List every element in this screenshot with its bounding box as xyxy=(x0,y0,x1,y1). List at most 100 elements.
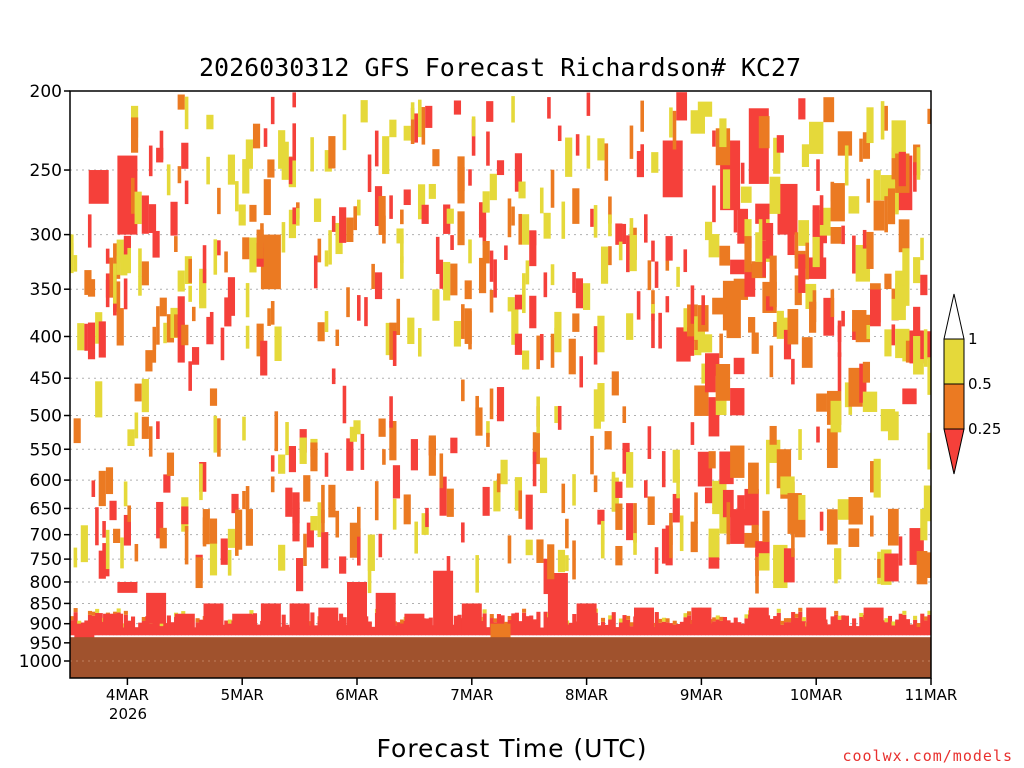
y-tick-label: 550 xyxy=(30,440,62,460)
heatmap-cell xyxy=(84,323,88,351)
heatmap-cell xyxy=(557,125,562,142)
heatmap-cell xyxy=(862,361,871,383)
heatmap-cell xyxy=(884,618,889,623)
heatmap-cell xyxy=(776,310,784,339)
heatmap-cell xyxy=(217,240,221,256)
heatmap-cell xyxy=(798,220,810,246)
heatmap-cell xyxy=(539,627,545,636)
heatmap-cell xyxy=(805,283,817,309)
heatmap-cell xyxy=(113,528,121,543)
heatmap-cell xyxy=(697,101,713,117)
heatmap-cell xyxy=(776,608,781,613)
heatmap-cell xyxy=(514,294,523,310)
x-tick-label: 5MAR xyxy=(221,686,264,704)
heatmap-cell xyxy=(575,134,580,156)
heatmap-cell xyxy=(511,96,515,123)
heatmap-cell xyxy=(249,204,257,222)
heatmap-cell xyxy=(331,368,336,385)
heatmap-cell xyxy=(593,326,598,365)
heatmap-cell xyxy=(852,618,857,636)
heatmap-cell xyxy=(145,616,150,636)
heatmap-cell xyxy=(177,270,185,292)
heatmap-cell xyxy=(98,613,103,636)
heatmap-cell xyxy=(634,607,654,634)
heatmap-cell xyxy=(288,446,297,473)
heatmap-cell xyxy=(224,251,228,273)
heatmap-cell xyxy=(798,429,802,460)
heatmap-cell xyxy=(547,97,551,119)
heatmap-cell xyxy=(274,326,282,362)
x-tick-label: 9MAR xyxy=(680,686,723,704)
heatmap-cell xyxy=(791,526,795,558)
heatmap-cell xyxy=(769,279,774,307)
heatmap-cell xyxy=(913,306,921,335)
heatmap-cell xyxy=(737,495,745,524)
heatmap-cell xyxy=(593,475,598,493)
heatmap-cell xyxy=(195,618,200,623)
heatmap-cell xyxy=(679,328,684,352)
heatmap-cell xyxy=(410,439,418,471)
x-tick-label: 8MAR xyxy=(565,686,608,704)
heatmap-cell xyxy=(134,627,139,636)
heatmap-cell xyxy=(267,159,275,178)
heatmap-cell xyxy=(177,296,185,325)
legend-swatch-above-1 xyxy=(943,293,965,340)
heatmap-cell xyxy=(590,208,594,227)
heatmap-cell xyxy=(260,340,268,376)
heatmap-cell xyxy=(694,492,698,524)
heatmap-cell xyxy=(923,552,931,578)
heatmap-cell xyxy=(88,170,109,204)
heatmap-cell xyxy=(281,614,286,636)
heatmap-cell xyxy=(884,329,892,357)
heatmap-cell xyxy=(801,617,806,622)
heatmap-cell xyxy=(608,196,612,224)
heatmap-cell xyxy=(708,397,720,437)
heatmap-cell xyxy=(600,539,605,555)
heatmap-cell xyxy=(647,426,652,459)
heatmap-cell xyxy=(884,105,888,131)
heatmap-cell xyxy=(475,407,483,436)
heatmap-cell xyxy=(468,169,472,186)
heatmap-cell xyxy=(263,179,271,216)
heatmap-cell xyxy=(801,144,810,167)
legend-swatch-low xyxy=(943,428,965,475)
heatmap-cell xyxy=(392,331,397,366)
heatmap-cell xyxy=(683,613,688,618)
heatmap-cell xyxy=(916,550,928,585)
heatmap-cell xyxy=(661,451,666,488)
heatmap-cell xyxy=(583,283,591,310)
heatmap-cell xyxy=(608,246,612,266)
heatmap-cell xyxy=(496,387,505,422)
heatmap-cell xyxy=(819,511,824,531)
heatmap-cell xyxy=(722,616,728,636)
heatmap-cell xyxy=(156,421,160,439)
heatmap-cell xyxy=(73,255,78,272)
heatmap-cell xyxy=(855,244,871,282)
heatmap-cell xyxy=(199,268,207,309)
heatmap-cell xyxy=(507,297,515,312)
heatmap-cell xyxy=(461,603,482,634)
heatmap-cell xyxy=(461,379,465,402)
heatmap-cell xyxy=(141,378,149,413)
heatmap-cell xyxy=(392,498,397,530)
heatmap-cell xyxy=(471,119,476,156)
heatmap-cell xyxy=(522,273,526,314)
heatmap-cell xyxy=(923,620,928,636)
heatmap-cell xyxy=(870,289,881,327)
heatmap-cell xyxy=(629,622,634,627)
heatmap-cell xyxy=(195,557,203,589)
heatmap-cell xyxy=(586,135,591,169)
heatmap-cell xyxy=(862,391,878,412)
heatmap-cell xyxy=(844,382,849,408)
heatmap-cell xyxy=(841,225,845,245)
heatmap-cell xyxy=(590,435,594,475)
heatmap-cell xyxy=(672,449,680,483)
heatmap-cell xyxy=(77,323,85,351)
heatmap-cell xyxy=(127,620,132,636)
heatmap-cell xyxy=(191,347,200,365)
heatmap-cell xyxy=(496,473,501,493)
heatmap-cell xyxy=(719,245,731,266)
heatmap-cell xyxy=(321,484,325,524)
y-tick-label: 450 xyxy=(30,369,62,389)
heatmap-cell xyxy=(202,517,207,547)
